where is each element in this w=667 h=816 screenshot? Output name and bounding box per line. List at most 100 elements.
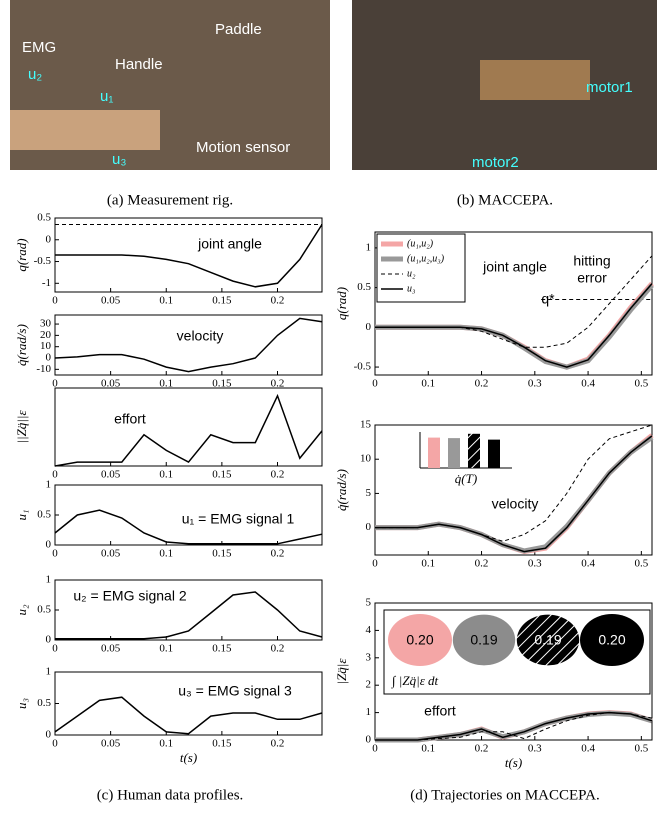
y-axis-label: u₂ bbox=[14, 604, 29, 616]
board bbox=[480, 60, 590, 100]
x-tick-label: 0.05 bbox=[101, 643, 121, 655]
y-tick-label: -1 bbox=[42, 277, 51, 289]
legend-label: (u₁,u₂,u₃) bbox=[407, 253, 445, 264]
x-tick-label: 0.15 bbox=[212, 643, 232, 655]
y-tick-label: 30 bbox=[40, 318, 52, 330]
x-tick-label: 0.05 bbox=[101, 295, 121, 307]
inset-bar bbox=[428, 438, 440, 468]
photo-label: Motion sensor bbox=[196, 139, 290, 156]
annotation: joint angle bbox=[482, 259, 547, 275]
y-tick-label: 0 bbox=[46, 634, 52, 646]
y-axis-label: |Zq̈|ε bbox=[334, 658, 349, 685]
x-tick-label: 0.4 bbox=[581, 378, 595, 390]
y-tick-label: 15 bbox=[360, 419, 372, 431]
y-tick-label: 20 bbox=[40, 329, 52, 341]
annotation: velocity bbox=[492, 496, 539, 512]
y-axis-label: q̇(rad/s) bbox=[334, 469, 349, 511]
x-tick-label: 0.2 bbox=[271, 643, 285, 655]
inset-bar bbox=[468, 434, 480, 468]
y-tick-label: 10 bbox=[40, 340, 52, 352]
y-tick-label: 0 bbox=[366, 734, 372, 746]
inset-value: 0.20 bbox=[598, 632, 625, 648]
x-tick-label: 0.4 bbox=[581, 558, 595, 570]
caption: (d) Trajectories on MACCEPA. bbox=[410, 787, 599, 803]
x-tick-label: 0.2 bbox=[475, 378, 489, 390]
y-tick-label: 0 bbox=[46, 233, 52, 245]
y-tick-label: -0.5 bbox=[354, 361, 372, 373]
x-tick-label: 0.1 bbox=[421, 378, 435, 390]
caption: (a) Measurement rig. bbox=[107, 192, 233, 208]
annotation: u₂ = EMG signal 2 bbox=[73, 588, 186, 604]
series-line bbox=[375, 436, 652, 552]
x-tick-label: 0.15 bbox=[212, 548, 232, 560]
y-tick-label: 0.5 bbox=[37, 509, 51, 521]
y-tick-label: 0.5 bbox=[357, 281, 371, 293]
y-tick-label: 3 bbox=[366, 651, 372, 663]
x-tick-label: 0 bbox=[372, 378, 378, 390]
x-tick-label: 0.3 bbox=[528, 743, 542, 755]
y-tick-label: 4 bbox=[366, 624, 372, 636]
series-line bbox=[55, 225, 322, 287]
annotation: joint angle bbox=[197, 236, 262, 252]
photo-label: u₂ bbox=[28, 66, 42, 83]
y-axis-label: u₃ bbox=[14, 698, 29, 709]
annotation: q* bbox=[541, 291, 555, 307]
figure: EMG u₂ u₁ u₃ Handle Paddle Motion sensor… bbox=[0, 0, 667, 811]
x-tick-label: 0.2 bbox=[271, 469, 285, 481]
y-tick-label: 1 bbox=[366, 241, 372, 253]
x-tick-label: 0.05 bbox=[101, 548, 121, 560]
y-axis-label: ||Zq̈||ε bbox=[14, 410, 29, 444]
x-tick-label: 0.2 bbox=[271, 548, 285, 560]
plot-frame bbox=[55, 315, 322, 375]
x-tick-label: 0 bbox=[52, 548, 58, 560]
caption: (b) MACCEPA. bbox=[457, 192, 553, 208]
x-tick-label: 0 bbox=[372, 558, 378, 570]
photo-label: u₁ bbox=[100, 88, 113, 105]
plot-frame bbox=[375, 425, 652, 555]
photo-label: motor2 bbox=[472, 154, 519, 171]
series-line bbox=[375, 437, 652, 551]
inset-label: q̇(T) bbox=[455, 471, 477, 486]
annotation: hitting bbox=[573, 253, 610, 269]
x-tick-label: 0.1 bbox=[159, 469, 173, 481]
y-tick-label: 0 bbox=[366, 321, 372, 333]
x-tick-label: 0 bbox=[372, 743, 378, 755]
series-line bbox=[55, 396, 322, 466]
x-tick-label: 0.2 bbox=[475, 743, 489, 755]
y-axis-label: q(rad) bbox=[334, 287, 349, 320]
y-tick-label: 0 bbox=[46, 729, 52, 741]
inset-bar bbox=[448, 438, 460, 468]
x-tick-label: 0.1 bbox=[159, 738, 173, 750]
x-tick-label: 0.05 bbox=[101, 469, 121, 481]
x-tick-label: 0.3 bbox=[528, 558, 542, 570]
series-line bbox=[375, 425, 652, 541]
photo-label: u₃ bbox=[112, 151, 126, 168]
x-tick-label: 0.1 bbox=[159, 643, 173, 655]
inset-bar bbox=[488, 440, 500, 468]
x-tick-label: 0.05 bbox=[101, 738, 121, 750]
inset-value: 0.19 bbox=[534, 632, 561, 648]
photo-label: motor1 bbox=[586, 79, 633, 96]
annotation: error bbox=[577, 270, 607, 286]
y-tick-label: 0.5 bbox=[37, 604, 51, 616]
annotation: velocity bbox=[177, 328, 224, 344]
y-tick-label: -10 bbox=[36, 363, 51, 375]
x-axis-label: t(s) bbox=[180, 750, 197, 765]
y-axis-label: q̇(rad/s) bbox=[14, 324, 29, 366]
x-tick-label: 0.1 bbox=[159, 548, 173, 560]
x-tick-label: 0.4 bbox=[581, 743, 595, 755]
arm bbox=[10, 110, 160, 150]
x-tick-label: 0.5 bbox=[634, 378, 648, 390]
y-axis-label: q(rad) bbox=[14, 238, 29, 271]
x-tick-label: 0 bbox=[52, 643, 58, 655]
page: {"figure":{ "photo_a":{"labels":["EMG","… bbox=[0, 0, 667, 816]
y-tick-label: 10 bbox=[360, 453, 372, 465]
x-tick-label: 0.2 bbox=[271, 738, 285, 750]
x-tick-label: 0 bbox=[52, 738, 58, 750]
x-tick-label: 0 bbox=[52, 295, 58, 307]
series-line bbox=[55, 697, 322, 734]
photo-label: EMG bbox=[22, 39, 56, 56]
y-tick-label: -0.5 bbox=[34, 255, 52, 267]
annotation: u₃ = EMG signal 3 bbox=[178, 683, 292, 699]
plot-frame bbox=[55, 388, 322, 466]
